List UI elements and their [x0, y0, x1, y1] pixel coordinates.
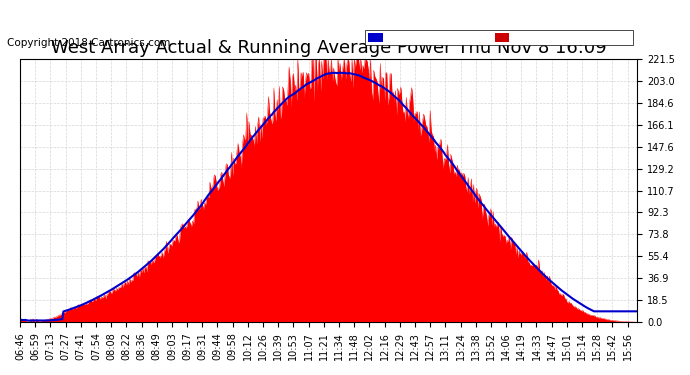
Legend: Average  (DC Watts), West Array  (DC Watts): Average (DC Watts), West Array (DC Watts… [366, 30, 633, 45]
Text: Copyright 2018 Cartronics.com: Copyright 2018 Cartronics.com [7, 38, 170, 48]
Title: West Array Actual & Running Average Power Thu Nov 8 16:09: West Array Actual & Running Average Powe… [51, 39, 607, 57]
